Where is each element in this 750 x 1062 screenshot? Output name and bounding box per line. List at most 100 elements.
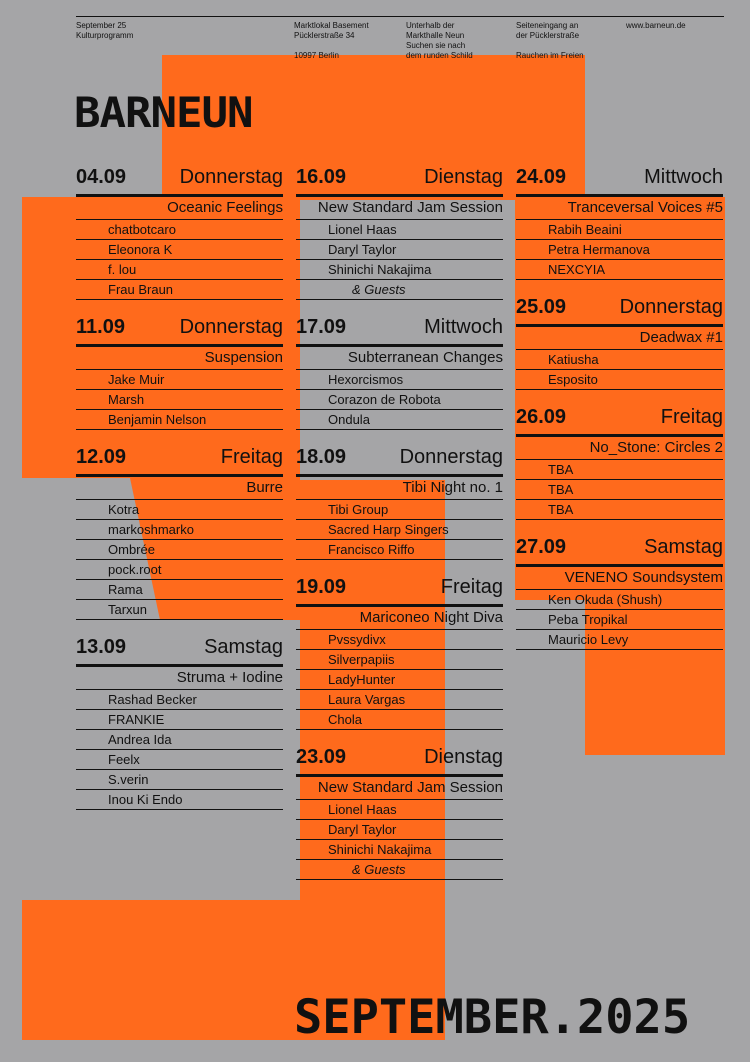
- event: 24.09 Mittwoch Tranceversal Voices #5 Rabih…: [516, 166, 723, 280]
- event: 23.09 Dienstag New Standard Jam Session Lio…: [296, 746, 503, 880]
- event-day: Dienstag: [424, 746, 503, 768]
- header-line: Pücklerstraße 34: [294, 31, 355, 40]
- artist: Tibi Group: [296, 500, 503, 520]
- event-title: Deadwax #1: [516, 327, 723, 350]
- event-header: 27.09 Samstag: [516, 536, 723, 567]
- header-group: Rauchen im Freien: [516, 51, 584, 61]
- event-date: 19.09: [296, 576, 347, 598]
- artist: Rashad Becker: [76, 690, 283, 710]
- event-date: 16.09: [296, 166, 347, 188]
- event-column: 04.09 Donnerstag Oceanic Feelings chatbotca…: [76, 166, 283, 826]
- event-header: 17.09 Mittwoch: [296, 316, 503, 347]
- header-line: Unterhalb der: [406, 21, 455, 30]
- event: 16.09 Dienstag New Standard Jam Session Lio…: [296, 166, 503, 300]
- event: 12.09 Freitag Burre Kotra markoshmarko Ombrée…: [76, 446, 283, 620]
- event-date: 12.09: [76, 446, 127, 468]
- header-column: Marktlokal Basement Pücklerstraße 34 10997…: [294, 21, 369, 71]
- artist: Feelx: [76, 750, 283, 770]
- artist: Petra Hermanova: [516, 240, 723, 260]
- event-title: Struma + Iodine: [76, 667, 283, 690]
- event: 13.09 Samstag Struma + Iodine Rashad Becker…: [76, 636, 283, 810]
- event-date: 13.09: [76, 636, 127, 658]
- event-day: Mittwoch: [424, 316, 503, 338]
- event-date: 24.09: [516, 166, 567, 188]
- event-day: Freitag: [660, 406, 723, 428]
- event-date: 25.09: [516, 296, 567, 318]
- event: 26.09 Freitag No_Stone: Circles 2 TBA TBA TBA: [516, 406, 723, 520]
- event-header: 18.09 Donnerstag: [296, 446, 503, 477]
- header-line: Seiteneingang an: [516, 21, 579, 30]
- artist: Silverpapiis: [296, 650, 503, 670]
- event-date: 23.09: [296, 746, 347, 768]
- header-group: www.barneun.de: [626, 21, 686, 31]
- header-line: Markthalle Neun: [406, 31, 465, 40]
- event-header: 25.09 Donnerstag: [516, 296, 723, 327]
- event-header: 24.09 Mittwoch: [516, 166, 723, 197]
- artist: Corazon de Robota: [296, 390, 503, 410]
- event-day: Donnerstag: [619, 296, 723, 318]
- artist: Marsh: [76, 390, 283, 410]
- event: 25.09 Donnerstag Deadwax #1 Katiusha Esposit…: [516, 296, 723, 390]
- artist: FRANKIE: [76, 710, 283, 730]
- artist: Lionel Haas: [296, 800, 503, 820]
- artist: Benjamin Nelson: [76, 410, 283, 430]
- event-header: 11.09 Donnerstag: [76, 316, 283, 347]
- artist: Peba Tropikal: [516, 610, 723, 630]
- artist: Mauricio Levy: [516, 630, 723, 650]
- header-line: www.barneun.de: [626, 21, 686, 30]
- artist: Chola: [296, 710, 503, 730]
- artist: S.verin: [76, 770, 283, 790]
- artist: Pvssydivx: [296, 630, 503, 650]
- artist: Jake Muir: [76, 370, 283, 390]
- event-day: Mittwoch: [644, 166, 723, 188]
- event-header: 16.09 Dienstag: [296, 166, 503, 197]
- event-title: No_Stone: Circles 2: [516, 437, 723, 460]
- artist: Frau Braun: [76, 280, 283, 300]
- artist: TBA: [516, 460, 723, 480]
- logo: BARNEUN: [74, 88, 254, 137]
- header-line: der Pücklerstraße: [516, 31, 580, 40]
- artist: Shinichi Nakajima: [296, 260, 503, 280]
- artist: Shinichi Nakajima: [296, 840, 503, 860]
- artist: Hexorcismos: [296, 370, 503, 390]
- header-line: Suchen sie nach: [406, 41, 466, 50]
- event-title: New Standard Jam Session: [296, 197, 503, 220]
- event-date: 17.09: [296, 316, 347, 338]
- event-day: Samstag: [644, 536, 723, 558]
- event-day: Donnerstag: [179, 316, 283, 338]
- header-line: Rauchen im Freien: [516, 51, 584, 60]
- event: 11.09 Donnerstag Suspension Jake Muir Marsh B…: [76, 316, 283, 430]
- event-title: Subterranean Changes: [296, 347, 503, 370]
- artist: markoshmarko: [76, 520, 283, 540]
- footer-title: SEPTEMBER.2025: [294, 990, 691, 1045]
- event: 27.09 Samstag VENENO Soundsystem Ken Okuda …: [516, 536, 723, 650]
- artist: Tarxun: [76, 600, 283, 620]
- event-title: Burre: [76, 477, 283, 500]
- event-date: 18.09: [296, 446, 347, 468]
- header-column: Unterhalb der Markthalle Neun Suchen sie n…: [406, 21, 473, 71]
- event-title: Oceanic Feelings: [76, 197, 283, 220]
- event-date: 27.09: [516, 536, 567, 558]
- event: 19.09 Freitag Mariconeo Night Diva Pvssydiv…: [296, 576, 503, 730]
- artist: TBA: [516, 480, 723, 500]
- event-header: 13.09 Samstag: [76, 636, 283, 667]
- artist: LadyHunter: [296, 670, 503, 690]
- artist: NEXCYIA: [516, 260, 723, 280]
- event-day: Donnerstag: [179, 166, 283, 188]
- artist: chatbotcaro: [76, 220, 283, 240]
- artist: Kotra: [76, 500, 283, 520]
- header-group: 10997 Berlin: [294, 51, 369, 61]
- event-header: 04.09 Donnerstag: [76, 166, 283, 197]
- event-date: 26.09: [516, 406, 567, 428]
- event-note: & Guests: [296, 280, 503, 300]
- event-title: Tranceversal Voices #5: [516, 197, 723, 220]
- artist: Daryl Taylor: [296, 820, 503, 840]
- event-column: 24.09 Mittwoch Tranceversal Voices #5 Rabih…: [516, 166, 723, 666]
- artist: Sacred Harp Singers: [296, 520, 503, 540]
- header-group: Unterhalb der Markthalle Neun Suchen sie n…: [406, 21, 473, 61]
- header: September 25 Kulturprogramm Marktlokal Bas…: [76, 16, 724, 77]
- header-group: Marktlokal Basement Pücklerstraße 34: [294, 21, 369, 41]
- event-header: 23.09 Dienstag: [296, 746, 503, 777]
- header-line: 10997 Berlin: [294, 51, 339, 60]
